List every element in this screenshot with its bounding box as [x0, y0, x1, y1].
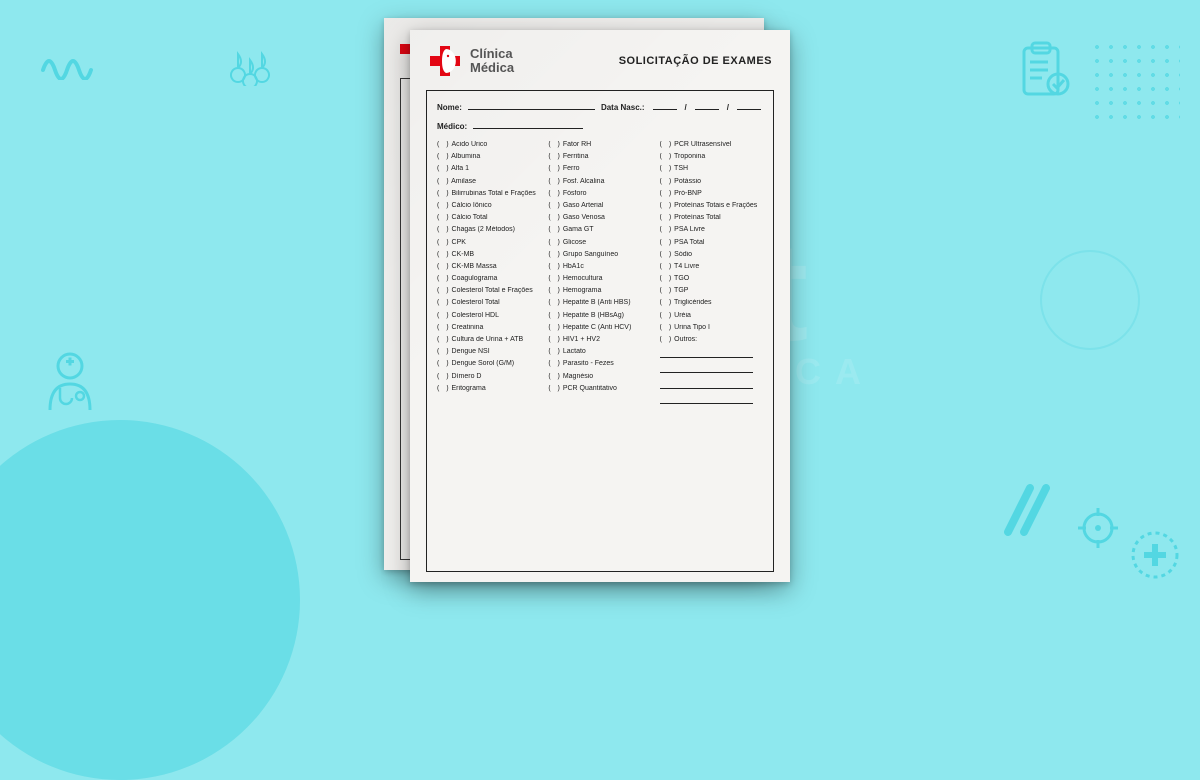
bg-circle-large: [0, 420, 300, 780]
input-line-medico[interactable]: [473, 120, 583, 129]
exam-checkbox-item[interactable]: ( ) Amilase: [437, 178, 540, 185]
exam-checkbox-item[interactable]: ( ) Pró-BNP: [660, 190, 763, 197]
input-line-dn-day[interactable]: [653, 101, 677, 110]
exam-checkbox-item[interactable]: ( ) TGP: [660, 287, 763, 294]
exam-checkbox-item[interactable]: ( ) Urina Tipo I: [660, 324, 763, 331]
exam-checkbox-item[interactable]: ( ) Dímero D: [437, 373, 540, 380]
plus-circle-icon: [1130, 530, 1180, 580]
input-line-nome[interactable]: [468, 101, 595, 110]
exam-checkbox-item[interactable]: ( ) Albumina: [437, 153, 540, 160]
exam-checkbox-item[interactable]: ( ) Gaso Arterial: [548, 202, 651, 209]
exam-checkbox-item[interactable]: ( ) TSH: [660, 165, 763, 172]
exam-checkbox-item[interactable]: ( ) Colesterol Total e Frações: [437, 287, 540, 294]
paper-stack: Clínica Médica SOLICITAÇÃO DE EXAMES N M: [410, 30, 790, 582]
blank-write-line[interactable]: [660, 365, 753, 373]
exam-checkbox-item[interactable]: ( ) Ferro: [548, 165, 651, 172]
exam-column-1: ( ) Ácido Úrico ( ) Albumina ( ) Alfa 1 ( )…: [437, 141, 540, 404]
exam-checkbox-item[interactable]: ( ) PCR Ultrasensível: [660, 141, 763, 148]
exam-checkbox-item[interactable]: ( ) HIV1 + HV2: [548, 336, 651, 343]
exam-checkbox-item[interactable]: ( ) Alfa 1: [437, 165, 540, 172]
exam-checkbox-item[interactable]: ( ) Fósforo: [548, 190, 651, 197]
exam-checkbox-item[interactable]: ( ) Fosf. Alcalina: [548, 178, 651, 185]
clinic-logo-icon: [428, 44, 462, 78]
form-header: Clínica Médica SOLICITAÇÃO DE EXAMES: [410, 30, 790, 86]
exam-checkbox-item[interactable]: ( ) PSA Livre: [660, 226, 763, 233]
exam-checkbox-item[interactable]: ( ) Lactato: [548, 348, 651, 355]
input-line-dn-year[interactable]: [737, 101, 761, 110]
exam-checkbox-item[interactable]: ( ) CK-MB: [437, 251, 540, 258]
form-body: Nome: Data Nasc.: / / Médico: ( ) Ácido …: [426, 90, 774, 572]
doctor-icon: [40, 350, 100, 420]
blank-write-line[interactable]: [660, 381, 753, 389]
exam-checkbox-item[interactable]: ( ) CK-MB Massa: [437, 263, 540, 270]
field-row-medico: Médico:: [437, 120, 763, 131]
exam-checkbox-item[interactable]: ( ) T4 Livre: [660, 263, 763, 270]
exam-checkbox-item[interactable]: ( ) Creatinina: [437, 324, 540, 331]
exam-checkbox-item[interactable]: ( ) Colesterol HDL: [437, 312, 540, 319]
exam-checkbox-item[interactable]: ( ) Hemocultura: [548, 275, 651, 282]
exam-checkbox-item[interactable]: ( ) Cálcio Total: [437, 214, 540, 221]
exam-checkbox-item[interactable]: ( ) Parasito - Fezes: [548, 360, 651, 367]
exam-column-2: ( ) Fator RH ( ) Ferritina ( ) Ferro ( ) Fo…: [548, 141, 651, 404]
label-medico: Médico:: [437, 122, 467, 131]
bg-ring: [1040, 250, 1140, 350]
exam-checkbox-item[interactable]: ( ) Bilirrubinas Total e Frações: [437, 190, 540, 197]
exam-checkbox-outros[interactable]: ( ) Outros:: [660, 336, 763, 343]
exam-checkbox-item[interactable]: ( ) Hepatite B (HBsAg): [548, 312, 651, 319]
exam-checkbox-item[interactable]: ( ) Triglicérides: [660, 299, 763, 306]
exam-checkbox-item[interactable]: ( ) Cálcio Iônico: [437, 202, 540, 209]
label-nome: Nome:: [437, 103, 462, 112]
exam-checkbox-item[interactable]: ( ) Proteínas Total: [660, 214, 763, 221]
exam-checkbox-item[interactable]: ( ) Grupo Sanguíneo: [548, 251, 651, 258]
exam-checkbox-item[interactable]: ( ) Proteínas Totais e Frações: [660, 202, 763, 209]
blank-write-line[interactable]: [660, 396, 753, 404]
exam-checkbox-item[interactable]: ( ) Ferritina: [548, 153, 651, 160]
exam-checkbox-item[interactable]: ( ) TGO: [660, 275, 763, 282]
drops-icon: [230, 50, 270, 86]
clinic-name-line2: Médica: [470, 61, 514, 75]
slash-lines-icon: [1000, 480, 1050, 540]
exam-checkbox-item[interactable]: ( ) Hemograma: [548, 287, 651, 294]
exam-column-3: ( ) PCR Ultrasensível ( ) Troponina ( ) TS…: [660, 141, 763, 404]
exam-checkbox-item[interactable]: ( ) Potássio: [660, 178, 763, 185]
exam-checkbox-item[interactable]: ( ) Magnésio: [548, 373, 651, 380]
exam-checkbox-item[interactable]: ( ) CPK: [437, 239, 540, 246]
exam-checkbox-item[interactable]: ( ) Cultura de Urina + ATB: [437, 336, 540, 343]
exam-checkbox-item[interactable]: ( ) Coagulograma: [437, 275, 540, 282]
exam-checkbox-item[interactable]: ( ) Dengue NSI: [437, 348, 540, 355]
exam-checkbox-item[interactable]: ( ) Fator RH: [548, 141, 651, 148]
exam-checkbox-item[interactable]: ( ) Chagas (2 Métodos): [437, 226, 540, 233]
exam-checkbox-item[interactable]: ( ) Sódio: [660, 251, 763, 258]
exam-checkbox-item[interactable]: ( ) Troponina: [660, 153, 763, 160]
clipboard-check-icon: [1018, 40, 1070, 100]
exam-checkbox-item[interactable]: ( ) Glicose: [548, 239, 651, 246]
exam-checkbox-item[interactable]: ( ) Hepatite B (Anti HBS): [548, 299, 651, 306]
bg-dot-grid: [1090, 40, 1180, 120]
blank-write-line[interactable]: [660, 350, 753, 358]
exam-checkbox-item[interactable]: ( ) Hepatite C (Anti HCV): [548, 324, 651, 331]
field-row-nome: Nome: Data Nasc.: / /: [437, 101, 763, 112]
exam-checkbox-item[interactable]: ( ) Dengue Sorol (G/M): [437, 360, 540, 367]
exam-checkbox-item[interactable]: ( ) Gaso Venosa: [548, 214, 651, 221]
exam-checkbox-item[interactable]: ( ) PCR Quantitativo: [548, 385, 651, 392]
exam-columns: ( ) Ácido Úrico ( ) Albumina ( ) Alfa 1 ( )…: [437, 141, 763, 404]
exam-checkbox-item[interactable]: ( ) Gama GT: [548, 226, 651, 233]
exam-checkbox-item[interactable]: ( ) Ácido Úrico: [437, 141, 540, 148]
exam-checkbox-item[interactable]: ( ) HbA1c: [548, 263, 651, 270]
crosshair-icon: [1076, 506, 1120, 550]
clinic-name: Clínica Médica: [470, 47, 514, 74]
label-data-nasc: Data Nasc.:: [601, 103, 645, 112]
input-line-dn-month[interactable]: [695, 101, 719, 110]
exam-checkbox-item[interactable]: ( ) Uréia: [660, 312, 763, 319]
exam-checkbox-item[interactable]: ( ) Eritograma: [437, 385, 540, 392]
form-title: SOLICITAÇÃO DE EXAMES: [619, 55, 772, 67]
exam-checkbox-item[interactable]: ( ) Colesterol Total: [437, 299, 540, 306]
squiggle-icon: [40, 40, 100, 80]
clinic-name-line1: Clínica: [470, 47, 514, 61]
exam-checkbox-item[interactable]: ( ) PSA Total: [660, 239, 763, 246]
form-paper-front: Clínica Médica SOLICITAÇÃO DE EXAMES Nom…: [410, 30, 790, 582]
